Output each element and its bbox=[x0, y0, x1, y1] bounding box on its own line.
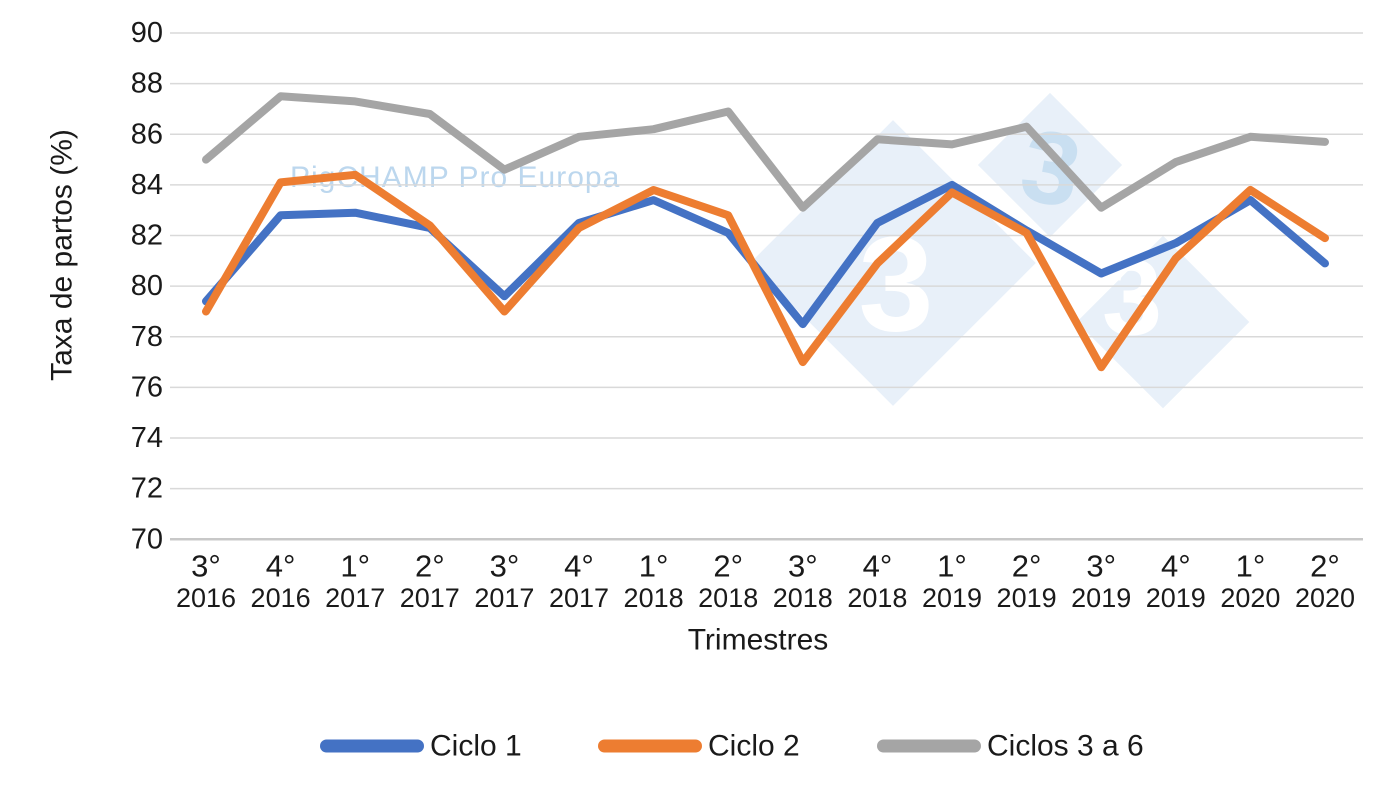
y-axis-title: Taxa de partos (%) bbox=[46, 129, 79, 381]
legend-swatch-ciclo-1 bbox=[320, 739, 424, 753]
y-tick-label: 82 bbox=[131, 220, 163, 252]
x-tick-quarter-label: 1° bbox=[937, 549, 967, 584]
x-tick-quarter-label: 1° bbox=[340, 549, 370, 584]
x-tick-year-label: 2020 bbox=[1295, 583, 1355, 613]
x-tick-quarter-label: 3° bbox=[1086, 549, 1116, 584]
x-tick-quarter-label: 4° bbox=[564, 549, 594, 584]
x-tick-year-label: 2017 bbox=[400, 583, 460, 613]
legend-swatch-ciclos-3-a-6 bbox=[877, 739, 981, 753]
y-tick-label: 70 bbox=[131, 523, 163, 555]
x-tick-year-label: 2018 bbox=[773, 583, 833, 613]
legend-swatch-ciclo-2 bbox=[598, 739, 702, 753]
x-tick-year-label: 2019 bbox=[1071, 583, 1131, 613]
x-tick-year-label: 2019 bbox=[1146, 583, 1206, 613]
y-tick-label: 72 bbox=[131, 473, 163, 505]
x-tick-quarter-label: 2° bbox=[415, 549, 445, 584]
y-tick-label: 80 bbox=[131, 270, 163, 302]
x-tick-quarter-label: 1° bbox=[1236, 549, 1266, 584]
y-tick-label: 90 bbox=[131, 17, 163, 49]
x-tick-year-label: 2018 bbox=[624, 583, 684, 613]
y-tick-label: 78 bbox=[131, 321, 163, 353]
y-tick-label: 84 bbox=[131, 169, 163, 201]
x-tick-quarter-label: 3° bbox=[191, 549, 221, 584]
x-tick-year-label: 2017 bbox=[549, 583, 609, 613]
y-tick-label: 76 bbox=[131, 371, 163, 403]
x-tick-year-label: 2019 bbox=[997, 583, 1057, 613]
x-tick-quarter-label: 3° bbox=[788, 549, 818, 584]
y-tick-label: 74 bbox=[131, 422, 163, 454]
x-tick-quarter-label: 2° bbox=[713, 549, 743, 584]
x-axis-title: Trimestres bbox=[688, 624, 829, 657]
x-tick-quarter-label: 2° bbox=[1310, 549, 1340, 584]
x-tick-quarter-label: 1° bbox=[639, 549, 669, 584]
x-tick-year-label: 2017 bbox=[325, 583, 385, 613]
y-tick-label: 86 bbox=[131, 118, 163, 150]
legend-label-ciclo-2: Ciclo 2 bbox=[708, 730, 800, 763]
x-tick-quarter-label: 2° bbox=[1012, 549, 1042, 584]
x-tick-quarter-label: 4° bbox=[1161, 549, 1191, 584]
legend-label-ciclo-1: Ciclo 1 bbox=[430, 730, 522, 763]
x-tick-year-label: 2020 bbox=[1220, 583, 1280, 613]
x-tick-year-label: 2019 bbox=[922, 583, 982, 613]
x-tick-quarter-label: 4° bbox=[863, 549, 893, 584]
legend-label-ciclos-3-a-6: Ciclos 3 a 6 bbox=[987, 730, 1144, 763]
x-tick-quarter-label: 4° bbox=[266, 549, 296, 584]
series-line-ciclos-3-a-6 bbox=[202, 92, 1329, 212]
series-line-ciclo-2 bbox=[202, 170, 1329, 372]
x-tick-year-label: 2018 bbox=[847, 583, 907, 613]
x-tick-year-label: 2016 bbox=[176, 583, 236, 613]
x-tick-quarter-label: 3° bbox=[490, 549, 520, 584]
series-line-ciclo-1 bbox=[202, 180, 1329, 329]
x-tick-year-label: 2016 bbox=[251, 583, 311, 613]
x-tick-year-label: 2017 bbox=[474, 583, 534, 613]
y-tick-label: 88 bbox=[131, 68, 163, 100]
x-tick-year-label: 2018 bbox=[698, 583, 758, 613]
